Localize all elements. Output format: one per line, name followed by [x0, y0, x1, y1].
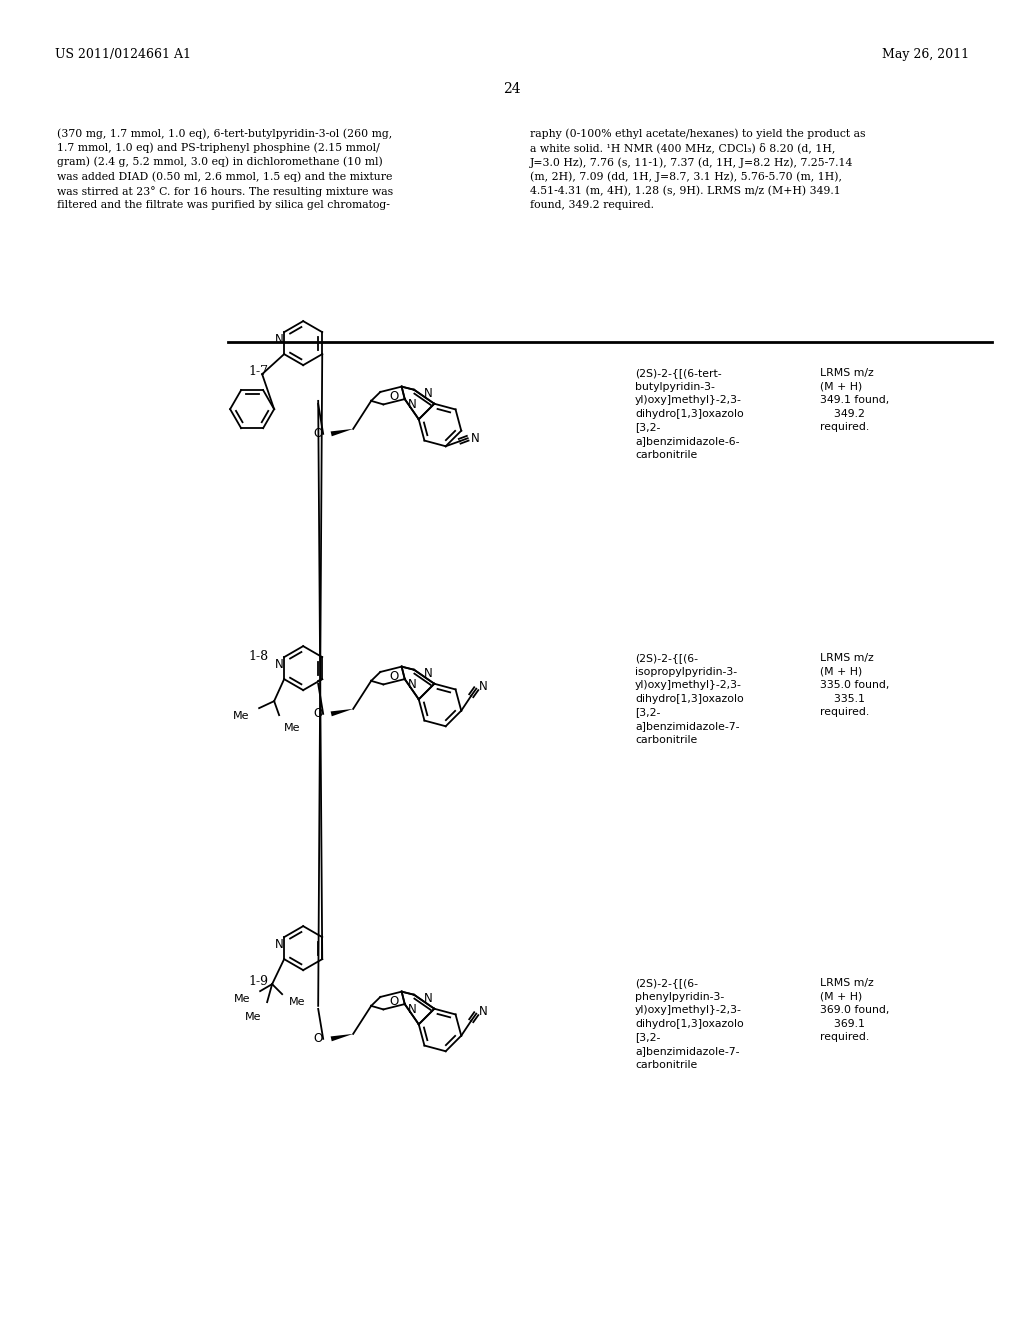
Text: N: N	[274, 939, 283, 952]
Text: N: N	[424, 991, 432, 1005]
Text: O: O	[313, 428, 323, 441]
Text: Me: Me	[232, 711, 249, 721]
Text: N: N	[408, 678, 417, 692]
Text: Me: Me	[289, 997, 305, 1007]
Text: 1-8: 1-8	[248, 649, 268, 663]
Text: N: N	[424, 667, 432, 680]
Text: 24: 24	[503, 82, 521, 96]
Polygon shape	[331, 429, 353, 437]
Text: (2S)-2-{[(6-
isopropylpyridin-3-
yl)oxy]methyl}-2,3-
dihydro[1,3]oxazolo
[3,2-
a: (2S)-2-{[(6- isopropylpyridin-3- yl)oxy]…	[635, 653, 743, 744]
Text: 1-9: 1-9	[248, 975, 268, 987]
Text: Me: Me	[245, 1012, 261, 1022]
Text: O: O	[313, 1032, 323, 1045]
Text: N: N	[471, 432, 479, 445]
Text: N: N	[274, 659, 283, 671]
Text: raphy (0-100% ethyl acetate/hexanes) to yield the product as
a white solid. ¹H N: raphy (0-100% ethyl acetate/hexanes) to …	[530, 128, 865, 210]
Text: N: N	[408, 399, 417, 411]
Text: N: N	[274, 333, 283, 346]
Text: LRMS m/z
(M + H)
335.0 found,
    335.1
required.: LRMS m/z (M + H) 335.0 found, 335.1 requ…	[820, 653, 890, 717]
Text: O: O	[389, 389, 398, 403]
Text: (370 mg, 1.7 mmol, 1.0 eq), 6-tert-butylpyridin-3-ol (260 mg,
1.7 mmol, 1.0 eq) : (370 mg, 1.7 mmol, 1.0 eq), 6-tert-butyl…	[57, 128, 393, 210]
Text: O: O	[389, 995, 398, 1007]
Text: N: N	[424, 387, 432, 400]
Text: (2S)-2-{[(6-tert-
butylpyridin-3-
yl)oxy]methyl}-2,3-
dihydro[1,3]oxazolo
[3,2-
: (2S)-2-{[(6-tert- butylpyridin-3- yl)oxy…	[635, 368, 743, 459]
Text: O: O	[389, 669, 398, 682]
Text: Me: Me	[233, 994, 250, 1005]
Text: Me: Me	[284, 723, 301, 733]
Text: LRMS m/z
(M + H)
349.1 found,
    349.2
required.: LRMS m/z (M + H) 349.1 found, 349.2 requ…	[820, 368, 889, 433]
Text: LRMS m/z
(M + H)
369.0 found,
    369.1
required.: LRMS m/z (M + H) 369.0 found, 369.1 requ…	[820, 978, 890, 1043]
Text: May 26, 2011: May 26, 2011	[882, 48, 969, 61]
Polygon shape	[331, 709, 353, 717]
Polygon shape	[331, 1034, 353, 1041]
Text: (2S)-2-{[(6-
phenylpyridin-3-
yl)oxy]methyl}-2,3-
dihydro[1,3]oxazolo
[3,2-
a]be: (2S)-2-{[(6- phenylpyridin-3- yl)oxy]met…	[635, 978, 743, 1069]
Text: N: N	[408, 1003, 417, 1016]
Text: N: N	[479, 680, 488, 693]
Text: N: N	[479, 1006, 488, 1018]
Text: 1-7: 1-7	[248, 366, 268, 378]
Text: US 2011/0124661 A1: US 2011/0124661 A1	[55, 48, 191, 61]
Text: O: O	[313, 708, 323, 721]
